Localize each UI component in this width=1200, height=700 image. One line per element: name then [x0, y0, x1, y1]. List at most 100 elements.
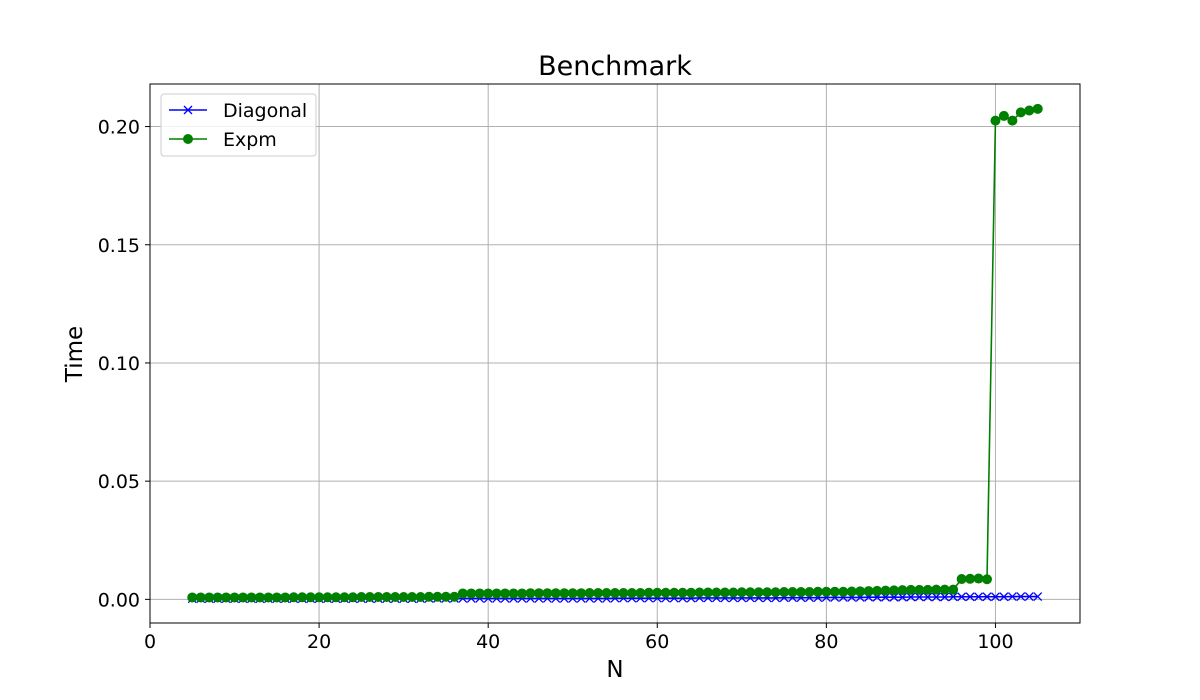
x-tick-label: 80	[814, 631, 838, 653]
expm-point	[922, 584, 933, 595]
expm-point	[533, 588, 544, 599]
expm-point	[542, 588, 553, 599]
expm-point	[415, 591, 426, 602]
diagonal-point	[931, 592, 941, 602]
expm-point	[432, 591, 443, 602]
expm-point	[483, 588, 494, 599]
expm-point	[593, 587, 604, 598]
chart-title: Benchmark	[538, 51, 692, 82]
expm-point	[711, 587, 722, 598]
plot-frame	[149, 83, 1081, 624]
expm-point	[796, 587, 806, 598]
x-tick-label: 0	[144, 631, 156, 653]
expm-point	[905, 584, 916, 595]
expm-point	[982, 574, 992, 585]
expm-point	[686, 587, 697, 598]
diagonal-point	[940, 592, 950, 602]
diagonal-point	[965, 592, 975, 602]
diagonal-point	[914, 592, 924, 602]
legend-item-diagonal: Diagonal	[169, 100, 307, 122]
expm-point	[821, 586, 832, 597]
expm-point	[500, 588, 511, 599]
expm-point	[610, 587, 620, 598]
expm-point	[339, 592, 350, 603]
expm-point	[314, 592, 325, 603]
x-tick-label: 60	[645, 631, 669, 653]
expm-point	[745, 587, 756, 598]
y-axis-label: Time	[62, 326, 88, 383]
expm-point	[407, 591, 418, 602]
expm-point	[965, 573, 976, 584]
expm-point	[305, 592, 316, 603]
diagonal-point	[897, 592, 907, 602]
expm-point	[635, 587, 646, 598]
diagonal-point	[999, 592, 1009, 602]
expm-point	[753, 587, 764, 598]
expm-point	[897, 585, 908, 596]
expm-point	[736, 587, 747, 598]
expm-point	[271, 592, 282, 603]
expm-point	[998, 110, 1009, 121]
diagonal-point	[957, 592, 967, 602]
expm-point	[804, 587, 815, 598]
legend-item-expm: Expm	[169, 129, 277, 151]
legend-label-diagonal: Diagonal	[223, 100, 307, 122]
expm-point	[229, 592, 240, 603]
expm-point	[956, 574, 967, 585]
expm-point	[559, 588, 570, 599]
expm-point	[254, 592, 265, 603]
expm-point	[660, 587, 671, 598]
expm-point	[626, 587, 637, 598]
diagonal-point	[948, 592, 958, 602]
expm-point	[939, 584, 950, 595]
expm-point	[838, 586, 849, 597]
expm-point	[263, 592, 274, 603]
expm-point	[204, 592, 215, 603]
expm-point	[948, 584, 959, 595]
expm-point	[440, 591, 451, 602]
diagonal-point	[906, 592, 916, 602]
expm-point	[424, 591, 434, 602]
expm-point	[863, 586, 874, 597]
expm-point	[719, 587, 730, 598]
diagonal-point	[1007, 592, 1017, 601]
expm-point	[474, 588, 485, 599]
expm-point	[855, 586, 866, 597]
diagonal-point	[923, 592, 933, 602]
expm-point	[280, 592, 291, 603]
expm-point	[762, 587, 773, 598]
expm-point	[508, 588, 519, 599]
y-tick-label: 0.10	[98, 353, 140, 375]
expm-point	[618, 587, 629, 598]
expm-point	[246, 592, 257, 603]
y-axis-ticks: 0.00 0.05 0.10 0.15 0.20	[98, 117, 150, 611]
expm-point	[703, 587, 713, 598]
diagonal-point	[982, 592, 992, 602]
series-expm	[187, 103, 1043, 603]
diagonal-point	[1016, 592, 1026, 601]
expm-point	[601, 587, 612, 598]
diagonal-point	[1033, 592, 1043, 601]
expm-point	[846, 586, 857, 597]
legend-label-expm: Expm	[223, 129, 277, 151]
expm-point	[567, 588, 578, 599]
expm-point	[1007, 115, 1018, 126]
expm-point	[331, 592, 341, 603]
expm-point	[364, 591, 375, 602]
expm-point	[187, 592, 198, 603]
expm-point	[770, 587, 781, 598]
expm-point	[347, 592, 358, 603]
expm-point	[212, 592, 223, 603]
expm-point	[694, 587, 705, 598]
expm-point	[829, 586, 840, 597]
x-tick-label: 20	[307, 631, 331, 653]
expm-point	[491, 588, 502, 599]
expm-point	[288, 592, 299, 603]
expm-point	[322, 592, 333, 603]
expm-point	[373, 591, 384, 602]
expm-point	[381, 591, 392, 602]
legend: Diagonal Expm	[160, 93, 317, 157]
plot-area	[150, 84, 1080, 623]
x-axis-label: N	[606, 657, 623, 683]
expm-point	[880, 585, 891, 596]
